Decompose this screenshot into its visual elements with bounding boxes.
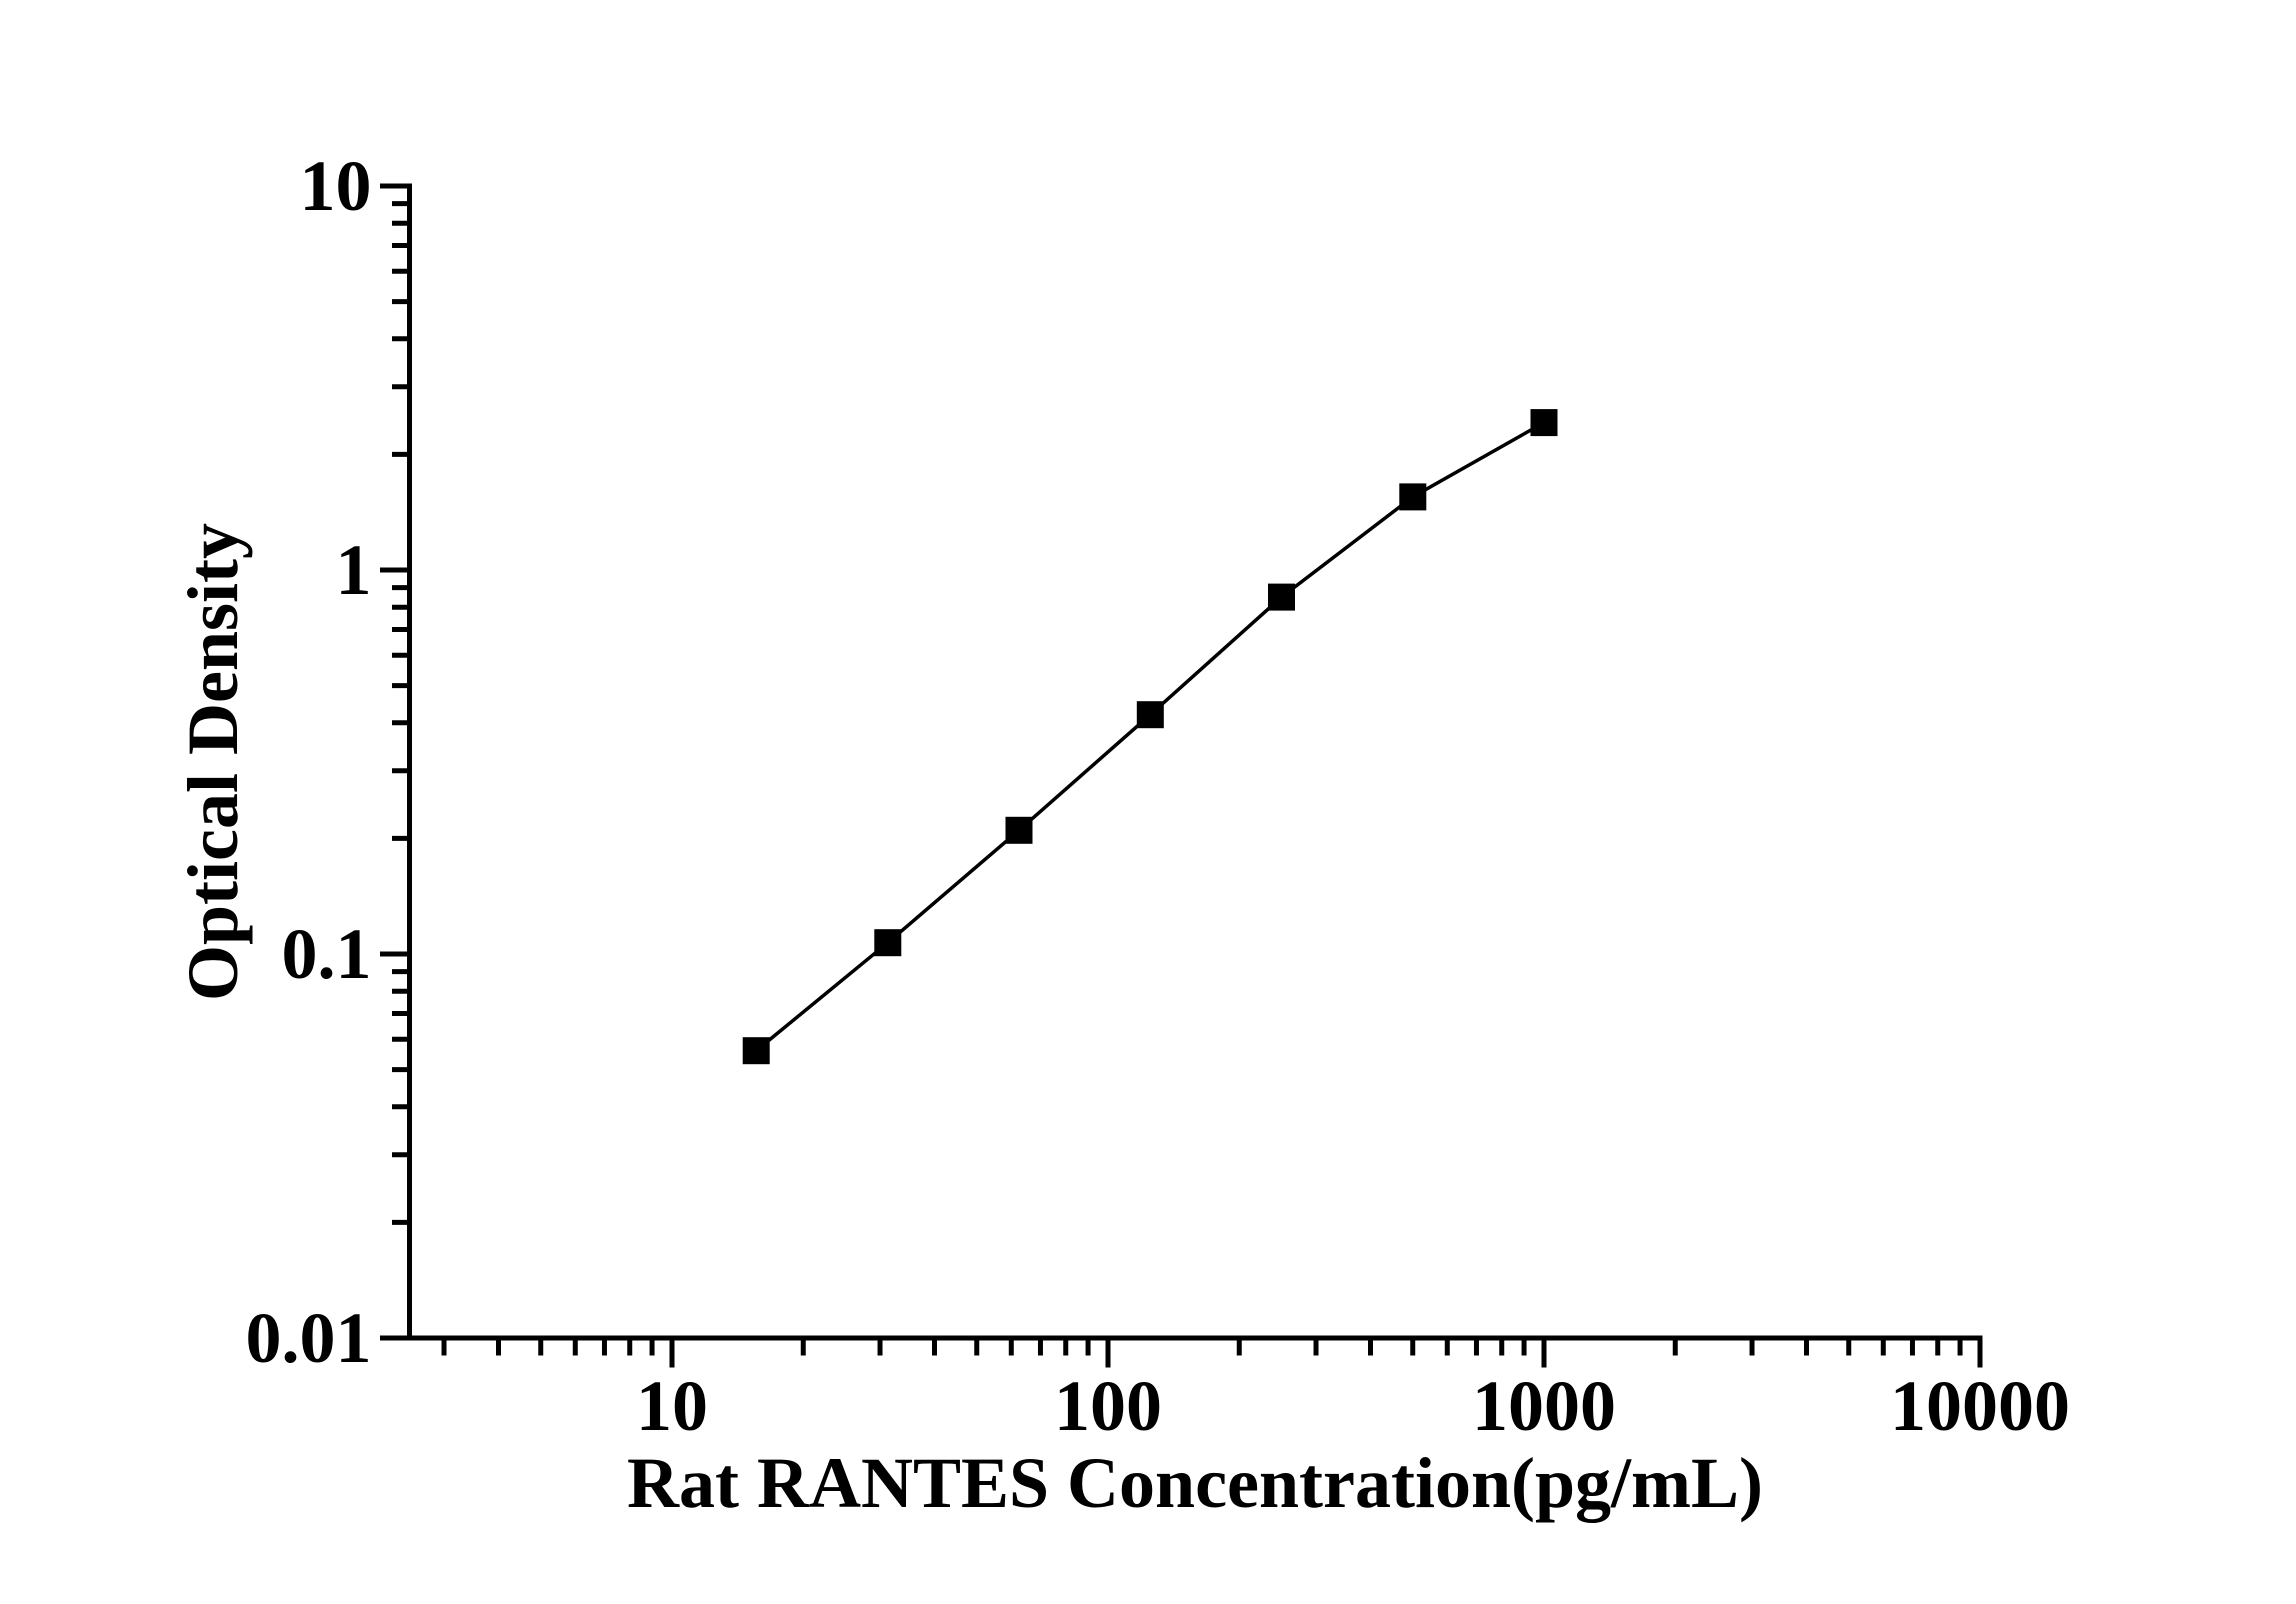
x-axis-title: Rat RANTES Concentration(pg/mL) bbox=[627, 1443, 1763, 1523]
data-point-marker bbox=[742, 1037, 770, 1065]
y-tick-label: 0.01 bbox=[246, 1298, 372, 1378]
x-tick-label: 1000 bbox=[1472, 1366, 1616, 1446]
data-point-marker bbox=[1530, 409, 1558, 437]
data-point-marker bbox=[1399, 483, 1427, 511]
y-tick-label: 10 bbox=[300, 146, 372, 226]
data-point-marker bbox=[1005, 816, 1033, 844]
axes: 10 100 1000 10000 0.01 0.1 1 10 bbox=[246, 146, 2070, 1446]
x-tick-label: 10 bbox=[636, 1366, 708, 1446]
data-point-marker bbox=[1268, 583, 1295, 611]
curve-line bbox=[755, 421, 1545, 1053]
y-axis-title: Optical Density bbox=[173, 523, 253, 1001]
data-point-marker bbox=[874, 929, 902, 957]
x-tick-label: 10000 bbox=[1890, 1366, 2070, 1446]
x-tick-label: 100 bbox=[1054, 1366, 1162, 1446]
y-tick-label: 0.1 bbox=[282, 914, 372, 994]
data-series bbox=[742, 409, 1558, 1065]
y-tick-label: 1 bbox=[336, 530, 372, 610]
data-point-marker bbox=[1136, 701, 1164, 729]
